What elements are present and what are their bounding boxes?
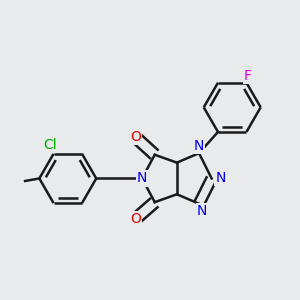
Text: N: N (137, 172, 147, 185)
Text: N: N (215, 170, 226, 184)
Text: N: N (194, 139, 204, 153)
Text: Cl: Cl (44, 138, 57, 152)
Text: F: F (244, 69, 252, 83)
Text: N: N (197, 204, 207, 218)
Text: O: O (130, 212, 141, 226)
Text: O: O (130, 130, 141, 144)
